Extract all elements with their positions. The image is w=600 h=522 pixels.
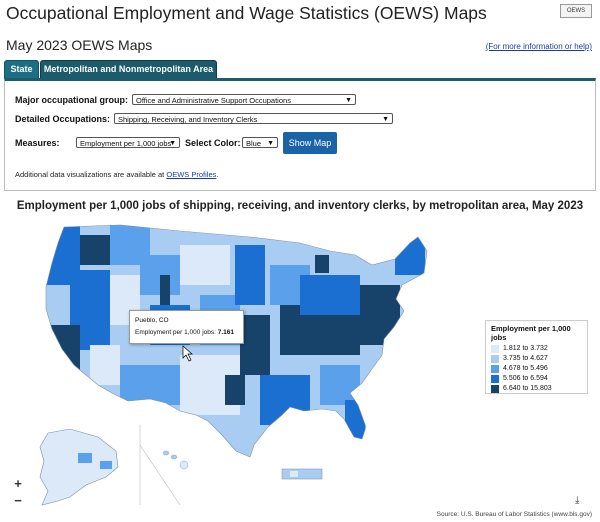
legend-item: 3.735 to 4.627 <box>491 354 582 364</box>
tooltip-area: Pueblo, CO <box>135 317 169 324</box>
tooltip-measure-value: 7.161 <box>217 329 235 336</box>
legend-label: 3.735 to 4.627 <box>503 355 548 362</box>
us-outline <box>45 224 428 458</box>
alaska <box>39 428 119 506</box>
region-cell <box>78 453 92 463</box>
region-cell <box>50 325 80 375</box>
region-cell <box>120 365 180 405</box>
legend-swatch <box>491 345 499 353</box>
puerto-rico <box>281 468 323 480</box>
more-info-link[interactable]: (For more information or help) <box>485 42 592 51</box>
tab-metro-nonmetro[interactable]: Metropolitan and Nonmetropolitan Area <box>40 60 217 79</box>
chevron-down-icon: ▼ <box>267 140 274 147</box>
additional-visualizations-note: Additional data visualizations are avail… <box>15 170 218 179</box>
tab-state[interactable]: State <box>4 60 39 79</box>
legend-label: 4.678 to 5.496 <box>503 365 548 372</box>
map-legend: Employment per 1,000 jobs 1.812 to 3.732… <box>485 320 588 394</box>
legend-label: 6.640 to 15.803 <box>503 385 552 392</box>
region-cell <box>300 275 330 315</box>
legend-item: 1.812 to 3.732 <box>491 344 582 354</box>
zoom-out-button[interactable]: − <box>14 493 22 508</box>
oews-logo: OEWS <box>560 4 592 18</box>
tooltip-measure-label: Employment per 1,000 jobs: <box>135 329 216 336</box>
color-value: Blue <box>246 139 262 148</box>
region-cell <box>100 461 112 469</box>
hawaii-island <box>179 460 189 470</box>
region-cell <box>290 471 298 477</box>
chevron-down-icon: ▼ <box>169 140 176 147</box>
region-cell <box>320 315 360 355</box>
cursor-icon <box>182 345 193 362</box>
hawaii <box>162 450 189 470</box>
major-group-value: Office and Administrative Support Occupa… <box>136 96 291 105</box>
chevron-down-icon: ▼ <box>345 97 352 104</box>
region-cell <box>260 375 310 425</box>
tooltip-measure: Employment per 1,000 jobs: 7.161 <box>135 327 238 339</box>
legend-item: 6.640 to 15.803 <box>491 384 582 394</box>
page-subtitle: May 2023 OEWS Maps <box>6 37 153 53</box>
region-cell <box>80 235 110 265</box>
legend-swatch <box>491 385 499 393</box>
detailed-occupations-value: Shipping, Receiving, and Inventory Clerk… <box>118 115 258 124</box>
map-title: Employment per 1,000 jobs of shipping, r… <box>16 200 584 212</box>
major-group-label: Major occupational group: <box>15 95 129 105</box>
download-icon[interactable]: ⤓ <box>575 495 580 506</box>
color-select[interactable]: Blue ▼ <box>242 137 278 148</box>
legend-item: 4.678 to 5.496 <box>491 364 582 374</box>
hawaii-island <box>162 450 170 456</box>
page-title: Occupational Employment and Wage Statist… <box>6 3 487 23</box>
region-cell <box>160 275 170 305</box>
chevron-down-icon: ▼ <box>382 116 389 123</box>
detailed-occupations-select[interactable]: Shipping, Receiving, and Inventory Clerk… <box>114 113 393 124</box>
region-cell <box>330 275 360 315</box>
alaska-land <box>39 428 119 506</box>
additional-period: . <box>216 170 219 179</box>
legend-label: 5.506 to 6.594 <box>503 375 548 382</box>
major-group-select[interactable]: Office and Administrative Support Occupa… <box>132 94 356 105</box>
cursor-arrow <box>182 345 193 362</box>
measures-label: Measures: <box>15 138 60 148</box>
zoom-in-button[interactable]: + <box>14 476 22 491</box>
legend-swatch <box>491 365 499 373</box>
source-note: Source: U.S. Bureau of Labor Statistics … <box>436 511 592 518</box>
inset-divider <box>139 444 181 506</box>
legend-swatch <box>491 375 499 383</box>
region-cell <box>345 400 365 440</box>
region-cell <box>225 375 245 405</box>
legend-label: 1.812 to 3.732 <box>503 345 548 352</box>
map-tooltip: Pueblo, CO Employment per 1,000 jobs: 7.… <box>129 310 244 344</box>
oews-profiles-link[interactable]: OEWS Profiles <box>166 170 217 179</box>
puerto-rico-land <box>281 468 323 480</box>
region-cell <box>376 325 388 345</box>
select-color-label: Select Color: <box>185 138 241 148</box>
legend-swatch <box>491 355 499 363</box>
region-cell <box>235 245 265 305</box>
region-cell <box>240 315 270 375</box>
show-map-button[interactable]: Show Map <box>283 132 337 154</box>
region-cell <box>90 345 120 385</box>
measures-select[interactable]: Employment per 1,000 jobs ▼ <box>76 137 180 148</box>
region-cell <box>180 245 230 285</box>
additional-text: Additional data visualizations are avail… <box>15 170 165 179</box>
measures-value: Employment per 1,000 jobs <box>80 139 172 148</box>
hawaii-island <box>170 454 178 460</box>
region-cell <box>315 255 329 273</box>
detailed-occupations-label: Detailed Occupations: <box>15 114 111 124</box>
legend-title: Employment per 1,000 jobs <box>491 324 571 342</box>
legend-item: 5.506 to 6.594 <box>491 374 582 384</box>
selection-panel: Major occupational group: Office and Adm… <box>4 78 596 191</box>
